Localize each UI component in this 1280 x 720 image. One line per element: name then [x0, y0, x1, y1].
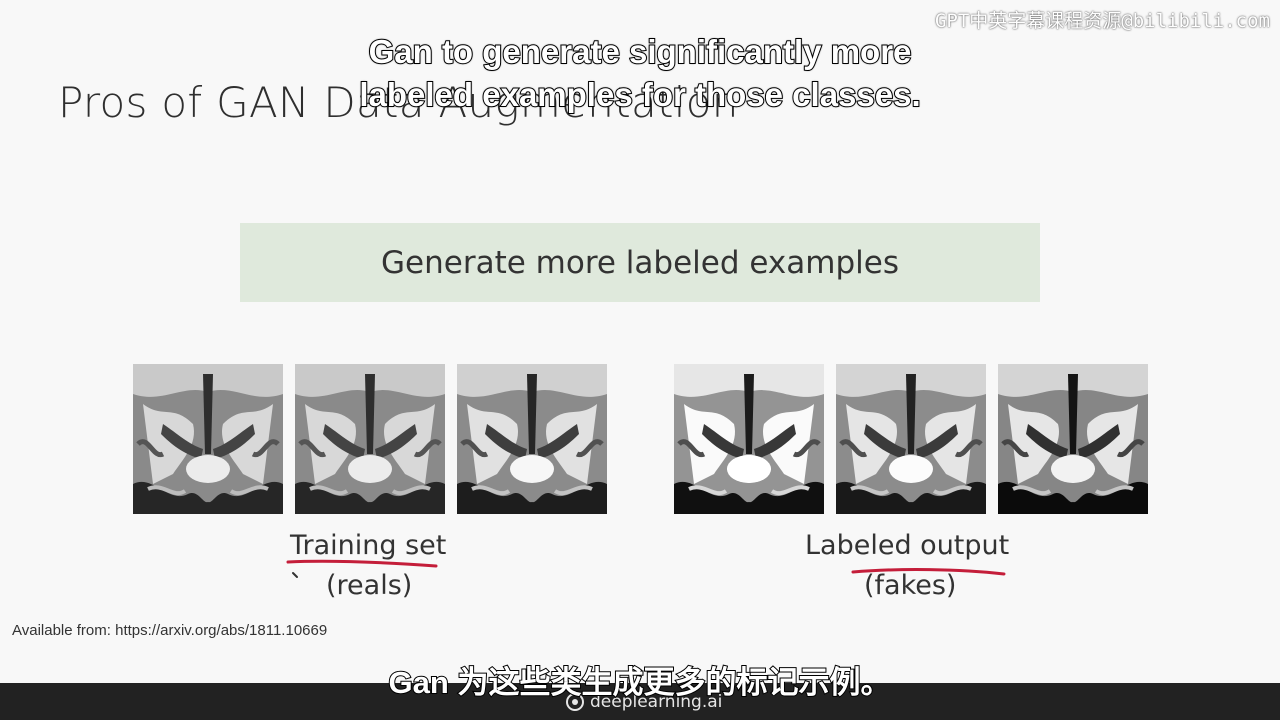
tick-mark: [292, 572, 298, 578]
slide: Pros of GAN Data Augmentation Generate m…: [12, 78, 1148, 639]
real-image-1: [133, 364, 283, 514]
real-image-2: [295, 364, 445, 514]
brand: deeplearning.ai: [566, 692, 722, 712]
watermark-text: GPT中英字幕课程资源@bilibili.com: [934, 10, 1270, 32]
subtitle-english-line-1: Gan to generate significantly more: [368, 32, 913, 71]
underline-training-set: [286, 559, 438, 568]
footer-bar: [0, 683, 1280, 720]
brand-name: deeplearning.ai: [590, 692, 723, 712]
subtitle-chinese: Gan 为这些类生成更多的标记示例。: [388, 664, 893, 701]
labeled-output-label: Labeled output: [805, 530, 1010, 561]
training-set-label: Training set: [290, 530, 447, 561]
fake-image-3: [998, 364, 1148, 514]
real-image-3: [457, 364, 607, 514]
reals-label: (reals): [326, 570, 413, 601]
source-citation: Available from: https://arxiv.org/abs/18…: [12, 622, 328, 639]
deeplearning-logo-icon: [566, 693, 584, 711]
callout-text: Generate more labeled examples: [381, 244, 899, 281]
fake-image-2: [836, 364, 986, 514]
fakes-label: (fakes): [864, 570, 957, 601]
subtitle-english-line-2: labeled examples for those classes.: [358, 75, 921, 114]
slide-title: Pros of GAN Data Augmentation: [58, 78, 739, 127]
subtitle-english: Gan to generate significantly more label…: [0, 30, 1280, 116]
fake-image-1: [674, 364, 824, 514]
callout-box: Generate more labeled examples: [240, 223, 1040, 302]
